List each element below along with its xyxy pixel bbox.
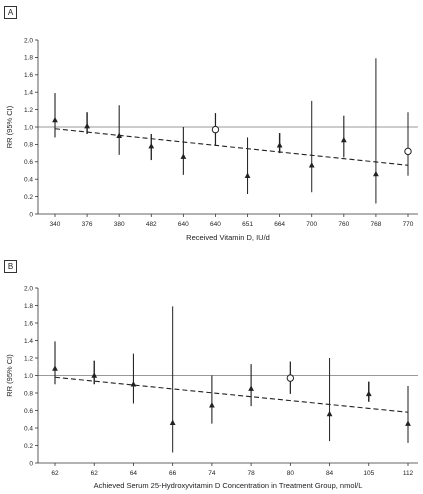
x-tick-label: 64: [130, 470, 138, 477]
trend-line: [54, 128, 409, 166]
forest-plot-a: 0 0.2 0.4 0.6 0.8 1.0 1.2 1.4 1.6 1.8 2.0 340 376 380…: [5, 37, 418, 242]
y-tick-label: 1.6: [24, 72, 33, 79]
point-estimate-triangle: [373, 170, 379, 177]
y-tick-label: 0.2: [24, 443, 33, 450]
x-tick-label: 640: [178, 221, 189, 228]
point-estimate-triangle: [308, 162, 315, 168]
chart-panel-a: A 0 0.2 0.4 0.6 0.8 1.0 1.2 1.4 1.6 1.8 2.0 340 376 3…: [4, 6, 418, 242]
panel-label-a: A: [4, 6, 17, 19]
x-tick-label: 768: [370, 221, 381, 228]
x-axis-title: Received Vitamin D, IU/d: [186, 233, 270, 242]
x-tick-label: 66: [169, 470, 177, 477]
chart-panel-b: B 0 0.2 0.4 0.6 0.8 1.0 1.2 1.4 1.6 1.8 2.0 62 62 64 6…: [0, 247, 423, 494]
x-tick-label: 640: [210, 221, 221, 228]
y-tick-label: 1.4: [24, 338, 33, 345]
point-estimate-triangle: [116, 132, 123, 138]
x-tick-label: 376: [82, 221, 93, 228]
y-tick-label: 1.8: [24, 303, 33, 310]
x-tick-label: 664: [274, 221, 285, 228]
y-tick-label: 1.8: [24, 55, 33, 62]
y-axis-title: RR (95% CI): [5, 105, 14, 148]
point-estimate-triangle: [148, 142, 155, 149]
point-estimate-triangle: [326, 410, 333, 417]
x-tick-label: 770: [403, 221, 414, 228]
point-estimate-triangle: [244, 172, 251, 178]
y-tick-label: 0: [29, 460, 33, 467]
y-axis-title: RR (95% CI): [5, 354, 14, 397]
x-tick-label: 62: [51, 470, 59, 477]
y-tick-label: 2.0: [24, 37, 33, 44]
trend-line: [54, 376, 409, 413]
y-tick-label: 1.0: [24, 373, 33, 380]
point-estimate-triangle: [169, 419, 176, 425]
point-estimate-triangle: [340, 136, 347, 143]
point-estimate-triangle: [84, 122, 90, 129]
x-tick-label: 340: [50, 221, 61, 228]
y-tick-label: 0.6: [24, 408, 33, 415]
x-tick-label: 112: [403, 470, 414, 477]
y-tick-label: 2.0: [24, 285, 33, 292]
x-tick-label: 105: [363, 470, 374, 477]
x-tick-label: 760: [338, 221, 349, 228]
point-estimate-circle: [211, 125, 220, 134]
y-tick-label: 0.4: [24, 177, 33, 184]
point-estimate-triangle: [130, 381, 137, 387]
point-estimate-triangle: [52, 116, 58, 123]
point-estimate-triangle: [209, 402, 215, 408]
point-estimate-triangle: [180, 153, 187, 159]
y-tick-label: 0.8: [24, 390, 33, 397]
point-estimate-triangle: [276, 142, 283, 148]
x-tick-label: 651: [242, 221, 253, 228]
x-tick-label: 78: [247, 470, 255, 477]
x-axis-title: Achieved Serum 25-Hydroxyvitamin D Conce…: [94, 481, 363, 490]
x-tick-label: 62: [91, 470, 99, 477]
y-tick-label: 0.4: [24, 425, 33, 432]
y-tick-label: 0.6: [24, 159, 33, 166]
point-estimate-triangle: [91, 372, 98, 378]
y-tick-label: 1.0: [24, 124, 33, 131]
x-tick-label: 74: [208, 470, 216, 477]
y-tick-label: 0.8: [24, 142, 33, 149]
point-estimate-circle: [286, 374, 295, 382]
forest-plot-b: 0 0.2 0.4 0.6 0.8 1.0 1.2 1.4 1.6 1.8 2.0 62 62 64 66 7…: [5, 285, 418, 490]
point-estimate-triangle: [365, 390, 372, 397]
x-tick-label: 380: [114, 221, 125, 228]
y-tick-label: 1.2: [24, 107, 33, 114]
y-tick-label: 0: [29, 211, 33, 218]
x-tick-label: 700: [306, 221, 317, 228]
point-estimate-triangle: [405, 420, 411, 426]
point-estimate-circle: [404, 147, 412, 156]
x-tick-label: 80: [287, 470, 295, 477]
point-estimate-triangle: [248, 385, 254, 391]
y-tick-label: 1.2: [24, 355, 33, 362]
point-estimate-triangle: [52, 365, 58, 371]
x-tick-label: 84: [326, 470, 334, 477]
y-tick-label: 1.4: [24, 90, 33, 97]
y-tick-label: 1.6: [24, 320, 33, 327]
panel-label-b: B: [4, 260, 17, 273]
x-tick-label: 482: [146, 221, 157, 228]
y-tick-label: 0.2: [24, 194, 33, 201]
